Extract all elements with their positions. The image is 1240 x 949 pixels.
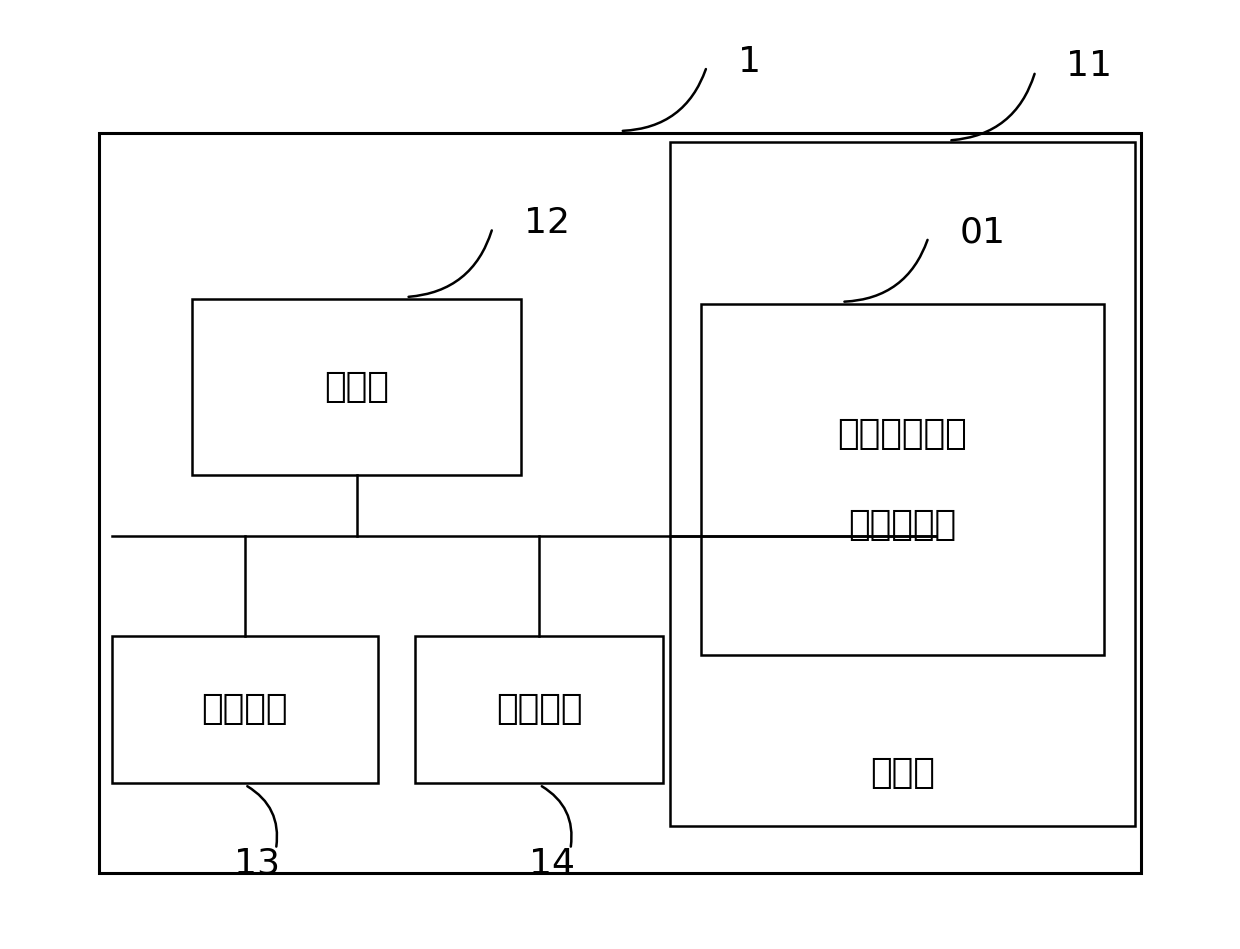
- Bar: [192, 299, 521, 474]
- Text: 存储器: 存储器: [869, 756, 935, 791]
- Bar: [701, 304, 1104, 655]
- Text: 胞判断程序: 胞判断程序: [848, 508, 956, 542]
- Text: 1: 1: [738, 45, 761, 79]
- Text: 处理器: 处理器: [324, 370, 389, 403]
- Text: 智能化异常细: 智能化异常细: [837, 417, 967, 451]
- Text: 01: 01: [960, 215, 1006, 250]
- Bar: [415, 636, 663, 783]
- Text: 14: 14: [528, 847, 575, 881]
- Text: 11: 11: [1066, 49, 1112, 84]
- Text: 13: 13: [234, 847, 280, 881]
- Bar: [670, 142, 1135, 826]
- Bar: [99, 133, 1141, 873]
- Bar: [112, 636, 378, 783]
- Text: 12: 12: [523, 206, 569, 240]
- Text: 网络接口: 网络接口: [496, 693, 583, 726]
- Text: 通信总线: 通信总线: [202, 693, 288, 726]
